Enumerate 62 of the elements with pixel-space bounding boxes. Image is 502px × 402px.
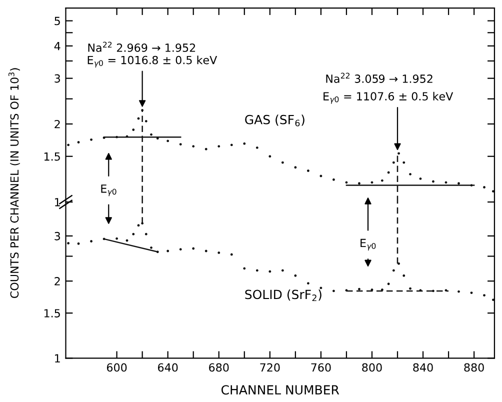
point (268, 155, 272, 158)
point (67, 144, 70, 146)
point (204, 148, 208, 150)
y-tick-label: 1.5 (44, 152, 60, 161)
y-tick-label: 1 (55, 198, 60, 206)
point (192, 247, 195, 250)
point (137, 224, 140, 227)
x-tick-label: 680 (209, 363, 229, 372)
point (218, 145, 220, 148)
point (77, 242, 80, 245)
point (144, 232, 148, 236)
annotation: E$_{γ0}$ (101, 184, 116, 196)
y-axis-title: COUNTS PER CHANNEL (IN UNITS OF 10$^{3}$) (8, 68, 20, 298)
point (294, 274, 297, 277)
point (132, 232, 135, 236)
point (294, 166, 297, 169)
point (268, 270, 272, 273)
y-tick-label: 3 (54, 232, 60, 240)
point (402, 161, 406, 164)
series-label: GAS (SF$_{6}$) (245, 114, 304, 126)
annotation: Na$^{22}$ 2.969 → 1.952 (88, 42, 196, 52)
x-tick-label: 600 (106, 363, 127, 372)
x-tick-label: 840 (413, 363, 433, 372)
point (380, 179, 384, 182)
annotation: Na$^{22}$ 3.059 → 1.952 (326, 72, 432, 83)
point (144, 120, 148, 122)
point (243, 267, 246, 270)
y-tick-label: 1 (55, 354, 60, 362)
point (402, 274, 406, 277)
y-tick-label: 4 (54, 42, 60, 50)
x-tick-label: 880 (464, 363, 484, 372)
series-label: SOLID (SrF$_{2}$) (245, 290, 322, 302)
point (281, 161, 284, 164)
annotation: E$_{γ0}$ = 1016.8 ± 0.5 keV (88, 56, 218, 68)
point (419, 177, 422, 180)
y-tick-label: 2 (54, 120, 60, 128)
y-tick-label: 1.5 (44, 309, 60, 318)
x-tick-label: 720 (260, 363, 280, 372)
point (387, 282, 390, 286)
point (166, 140, 170, 142)
y-tick-label: 2 (54, 277, 60, 286)
x-tick-label: 640 (158, 363, 178, 372)
point (392, 269, 395, 272)
y-tick-label: 5 (54, 16, 60, 26)
point (166, 250, 170, 252)
point (243, 142, 246, 145)
point (192, 145, 195, 148)
x-axis-title: CHANNEL NUMBER (221, 385, 340, 395)
point (306, 282, 310, 285)
point (392, 161, 395, 164)
point (179, 248, 182, 251)
x-tick-label: 760 (311, 363, 331, 372)
y-tick-label: 3 (54, 74, 60, 83)
point (256, 146, 258, 149)
annotation: E$_{γ0}$ (360, 238, 376, 250)
point (230, 144, 233, 146)
point (204, 250, 208, 252)
annotation: E$_{γ0}$ = 1107.6 ± 0.5 keV (324, 92, 454, 104)
point (230, 253, 233, 256)
point (281, 269, 284, 272)
x-tick-label: 800 (362, 363, 382, 372)
point (256, 269, 258, 272)
